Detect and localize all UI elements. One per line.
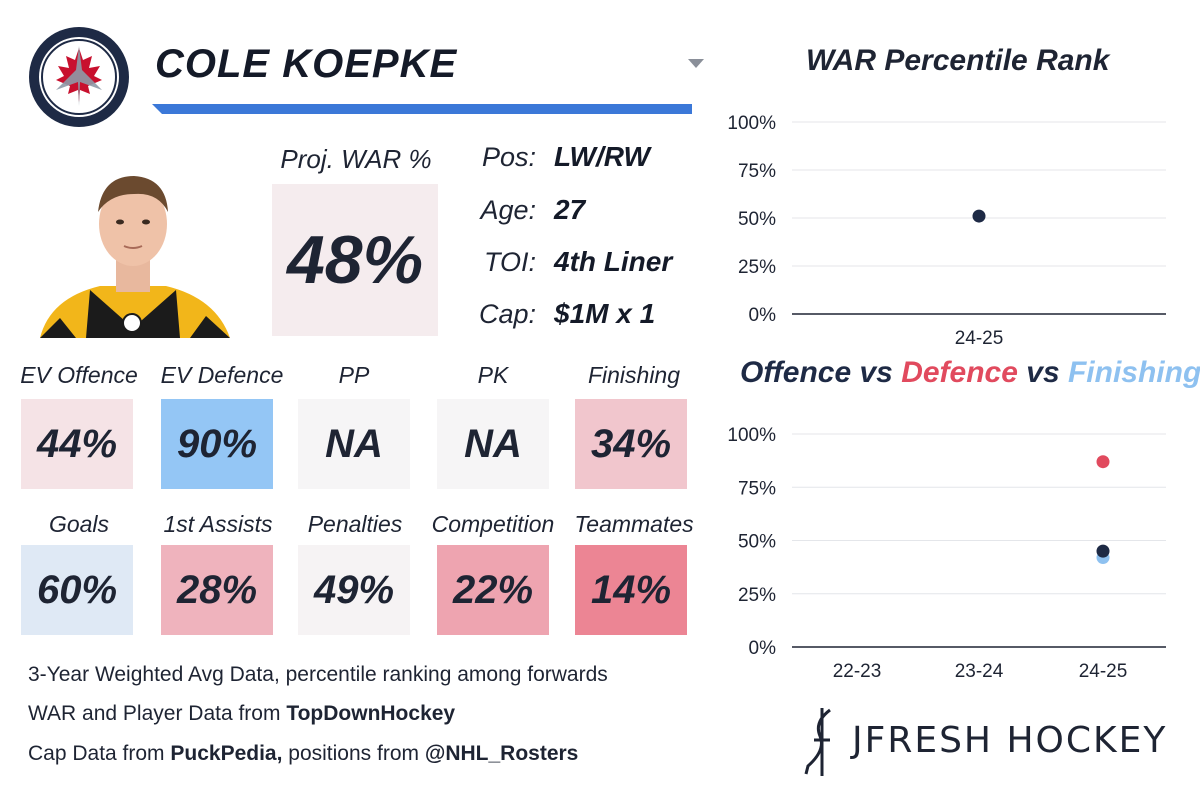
first-assists-label: 1st Assists (163, 511, 273, 537)
pos-label: Pos: (481, 142, 536, 172)
finishing-value: 34% (575, 399, 687, 489)
winnipeg-jets-logo-icon (29, 27, 129, 127)
title-vs-1: vs (851, 356, 902, 389)
ovd-chart-ytick-label: 75% (738, 478, 776, 499)
war-percentile-chart: 100% 75% 50% 25% 0% 24-25 (727, 113, 1166, 349)
player-dropdown-icon[interactable] (688, 59, 704, 68)
puckpedia-link: PuckPedia, (170, 742, 283, 765)
jfresh-stick-logo-icon (804, 708, 831, 776)
ovd-chart-point (1096, 455, 1110, 469)
ev-defence-label: EV Defence (160, 362, 284, 388)
brand-name: JFRESH HOCKEY (852, 720, 1168, 761)
name-underline (152, 104, 692, 114)
proj-war-label: Proj. WAR % (280, 144, 432, 174)
title-vs-2: vs (1017, 356, 1068, 389)
war-chart-title: WAR Percentile Rank (806, 44, 1110, 77)
war-chart-ytick-label: 75% (738, 161, 776, 182)
pos-value: LW/RW (554, 141, 650, 172)
war-chart-ytick-label: 25% (738, 257, 776, 278)
proj-war-value: 48% (272, 184, 438, 336)
ev-offence-label: EV Offence (20, 362, 138, 388)
goals-value: 60% (21, 545, 133, 635)
cap-value: $1M x 1 (554, 298, 656, 329)
teammates-label: Teammates (574, 511, 694, 537)
title-offence: Offence (740, 356, 852, 389)
pk-label: PK (477, 362, 509, 388)
war-chart-ytick-label: 0% (749, 305, 777, 326)
ev-defence-value: 90% (161, 399, 273, 489)
ev-offence-value: 44% (21, 399, 133, 489)
teammates-value: 14% (575, 545, 687, 635)
offence-defence-finishing-chart: 100% 75% 50% 25% 0% 22-23 23-24 24-25 (727, 425, 1166, 682)
goals-label: Goals (48, 511, 110, 537)
ovd-chart-xtick-label: 23-24 (955, 661, 1004, 682)
pp-label: PP (338, 362, 370, 388)
war-chart-ytick-label: 50% (738, 209, 776, 230)
nhl-rosters-link: @NHL_Rosters (424, 742, 579, 765)
war-chart-ytick-label: 100% (727, 113, 776, 134)
footer-cap-source: Cap Data from PuckPedia, positions from … (28, 742, 579, 765)
competition-label: Competition (431, 511, 555, 537)
toi-value: 4th Liner (554, 246, 673, 277)
ovd-chart-ytick-label: 25% (738, 585, 776, 606)
toi-label: TOI: (483, 247, 536, 277)
ovd-chart-point (1096, 544, 1110, 558)
player-name: COLE KOEPKE (155, 42, 458, 86)
ovd-chart-ytick-label: 50% (738, 532, 776, 553)
age-label: Age: (480, 195, 536, 225)
footer-war-source: WAR and Player Data from TopDownHockey (28, 702, 456, 725)
penalties-label: Penalties (307, 511, 403, 537)
ovd-chart-xtick-label: 22-23 (833, 661, 882, 682)
title-finishing: Finishing (1067, 356, 1200, 389)
finishing-label: Finishing (587, 362, 681, 388)
war-chart-point (972, 209, 986, 223)
topdownhockey-link: TopDownHockey (286, 702, 456, 725)
ovd-chart-ytick-label: 100% (727, 425, 776, 446)
ovd-chart-title: Offence vs Defence vs Finishing (740, 356, 1200, 390)
title-defence: Defence (901, 356, 1018, 389)
war-chart-xtick-label: 24-25 (955, 328, 1004, 349)
first-assists-value: 28% (161, 545, 273, 635)
competition-value: 22% (437, 545, 549, 635)
ovd-chart-ytick-label: 0% (749, 638, 777, 659)
pk-value: NA (437, 399, 549, 489)
pp-value: NA (298, 399, 410, 489)
cap-label: Cap: (478, 299, 536, 329)
ovd-chart-xtick-label: 24-25 (1079, 661, 1128, 682)
player-headshot (40, 176, 230, 338)
age-value: 27 (554, 194, 586, 225)
footer-note: 3-Year Weighted Avg Data, percentile ran… (28, 663, 608, 686)
penalties-value: 49% (298, 545, 410, 635)
